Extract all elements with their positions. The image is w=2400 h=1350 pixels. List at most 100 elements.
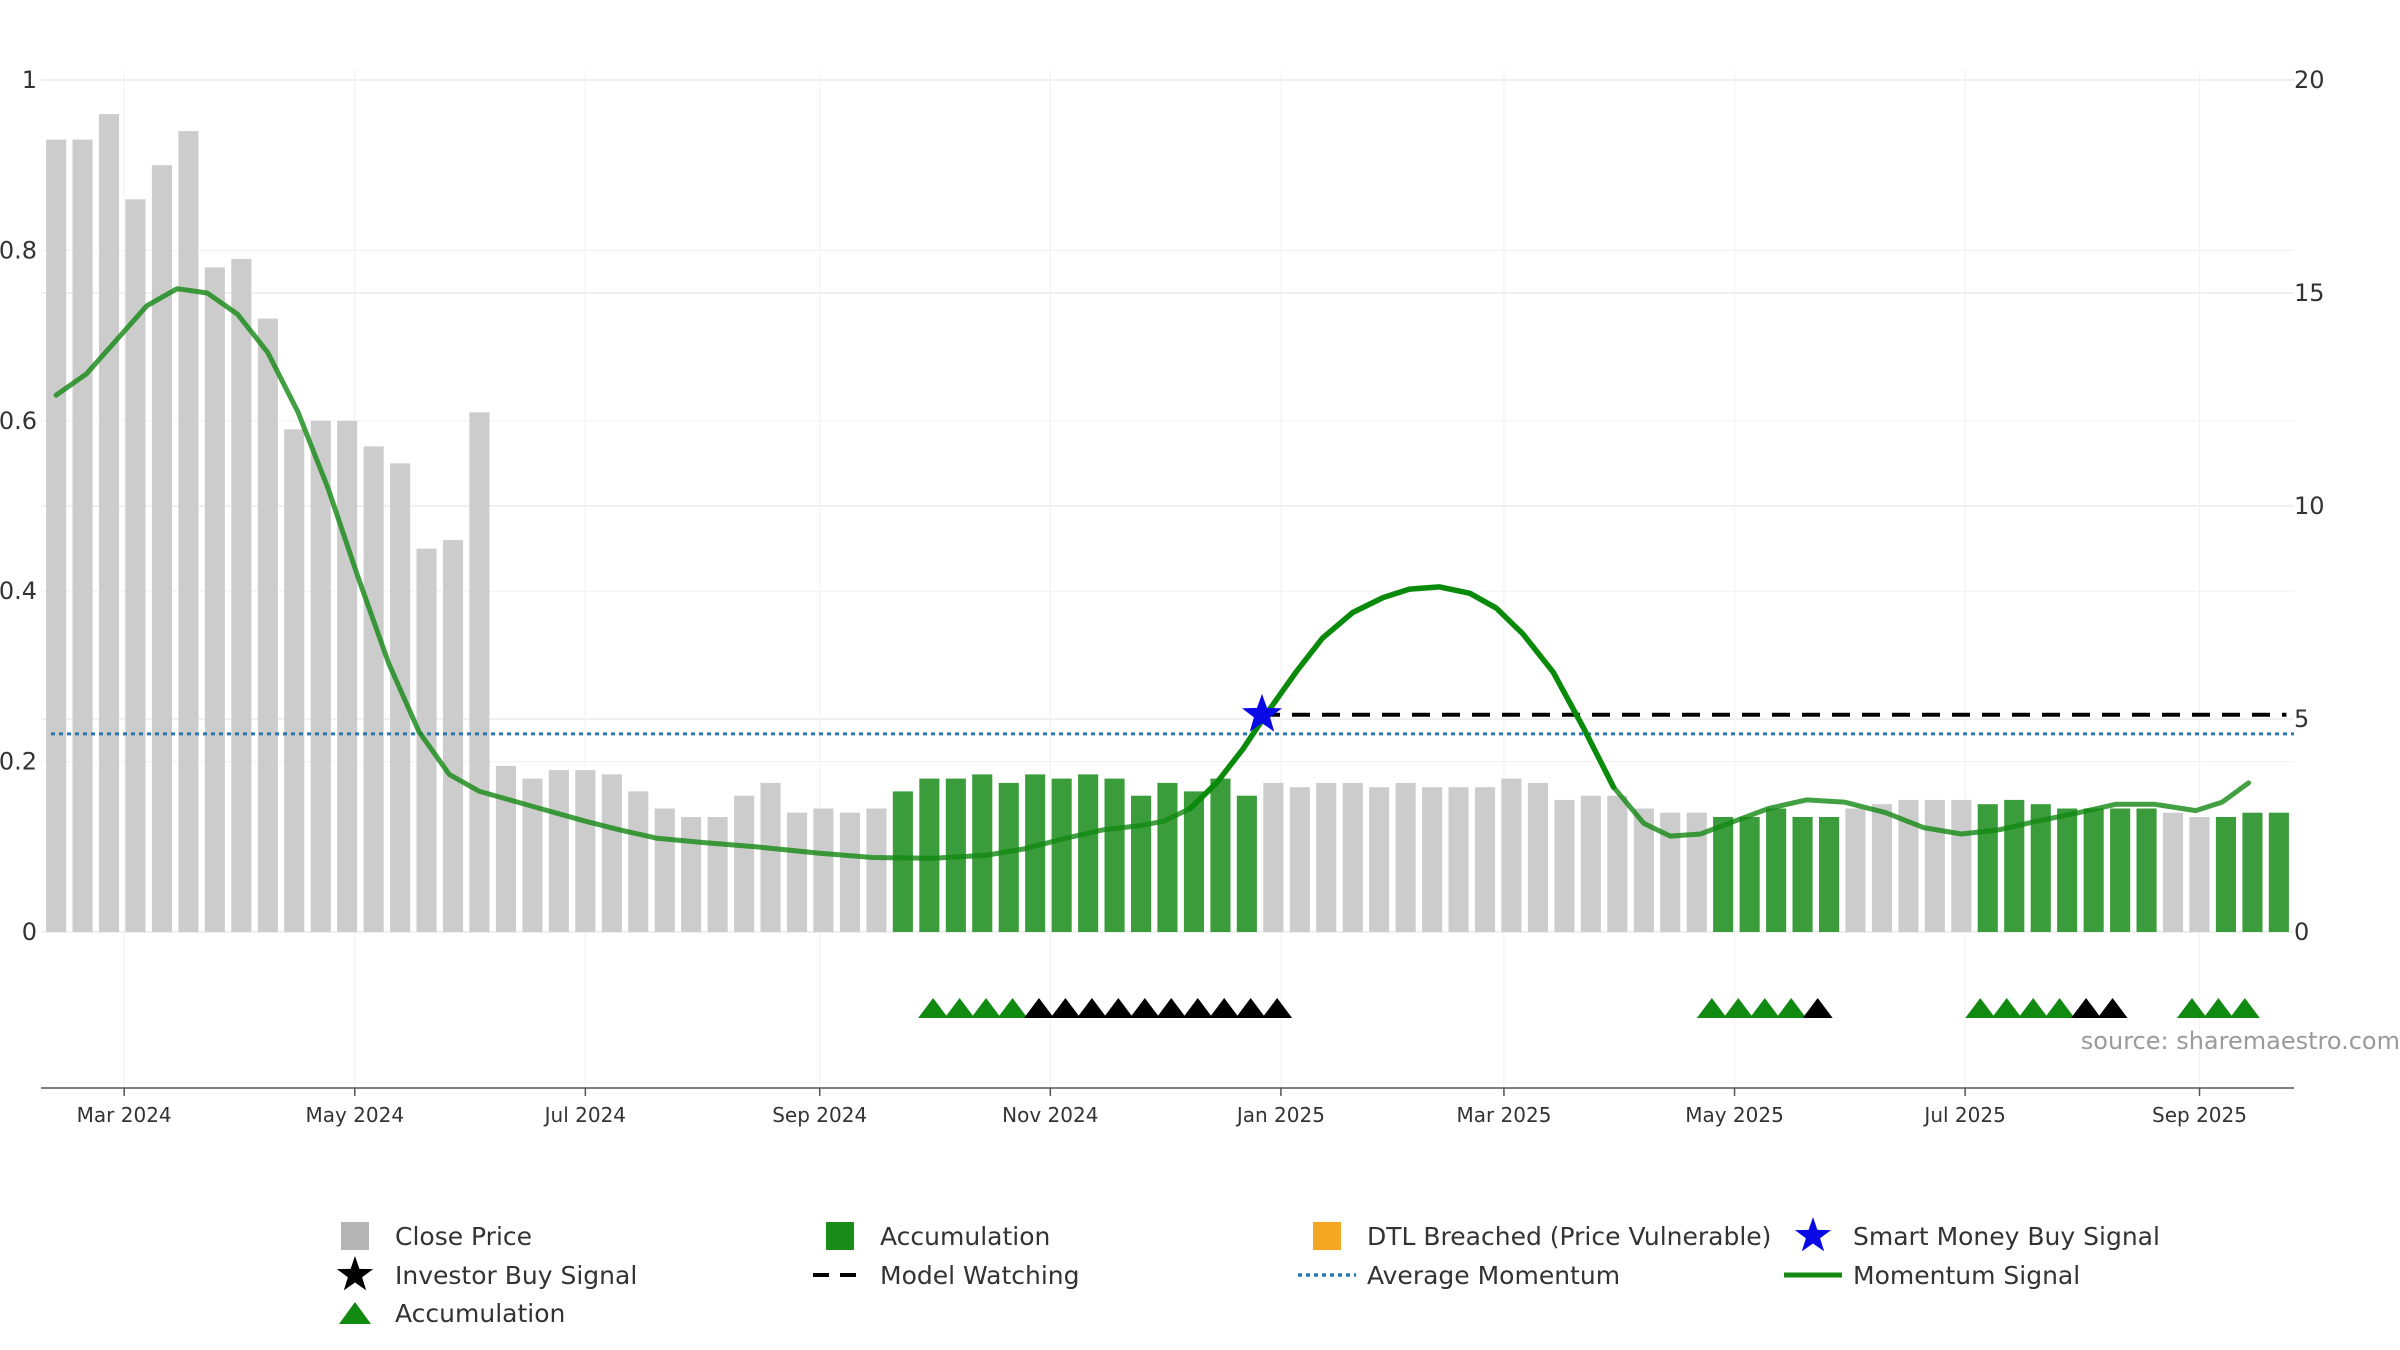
accumulation-marker <box>1696 998 1727 1018</box>
left-y-tick-label: 0 <box>22 918 37 946</box>
close-price-bar <box>1527 782 1548 932</box>
close-price-bar <box>681 817 702 932</box>
signal-markers <box>918 998 2260 1018</box>
close-price-bar <box>1422 787 1443 932</box>
legend-label: Momentum Signal <box>1853 1261 2080 1290</box>
legend-item: Accumulation <box>339 1299 565 1328</box>
close-price-bar <box>125 199 146 933</box>
accumulation-marker <box>1723 998 1754 1018</box>
accumulation-bar <box>2136 808 2157 932</box>
legend-item: Smart Money Buy Signal <box>1794 1217 2160 1252</box>
legend-label: Investor Buy Signal <box>395 1261 637 1290</box>
close-price-bar <box>734 795 755 932</box>
axes: Mar 2024 May 2024 Jul 2024 Sep 2024 Nov 2024… <box>0 66 2325 1127</box>
investor-buy-marker <box>1103 998 1134 1018</box>
close-price-bar <box>469 412 490 932</box>
x-tick-label: May 2024 <box>305 1103 404 1127</box>
investor-buy-marker <box>2097 998 2128 1018</box>
close-price-bar <box>1580 795 1601 932</box>
legend-star-swatch <box>336 1256 374 1291</box>
accumulation-marker <box>918 998 949 1018</box>
accumulation-marker <box>1991 998 2022 1018</box>
close-price-bar <box>1501 778 1522 932</box>
right-y-tick-label: 5 <box>2294 705 2309 733</box>
close-price-bar <box>284 429 305 932</box>
accumulation-bar <box>1977 804 1998 932</box>
close-price-bar <box>813 808 834 932</box>
close-price-bar <box>760 782 781 932</box>
x-tick-label: Sep 2025 <box>2152 1103 2247 1127</box>
close-price-bar <box>628 791 649 932</box>
close-price-bar <box>1369 787 1390 932</box>
legend-square-swatch <box>1313 1222 1341 1250</box>
investor-buy-marker <box>1262 998 1293 1018</box>
left-y-tick-label: 0.2 <box>0 748 37 776</box>
x-tick-label: Jul 2024 <box>543 1103 626 1127</box>
close-price-bar <box>1898 799 1919 932</box>
close-price-bar <box>601 774 622 932</box>
smart-money-buy-signal-star <box>1242 693 1282 732</box>
close-price-bar <box>2189 817 2210 932</box>
right-y-tick-label: 10 <box>2294 492 2325 520</box>
left-y-tick-label: 0.6 <box>0 407 37 435</box>
close-price-bar <box>363 446 384 932</box>
close-price-bar <box>204 267 225 932</box>
accumulation-bar <box>892 791 913 932</box>
close-price-bar <box>575 770 596 932</box>
close-price-bar <box>1951 799 1972 932</box>
accumulation-bar <box>1157 782 1178 932</box>
close-price-bar <box>337 420 358 932</box>
close-price-bar <box>1660 812 1681 932</box>
left-y-tick-label: 1 <box>22 66 37 94</box>
close-price-bar <box>46 139 67 933</box>
accumulation-marker <box>997 998 1028 1018</box>
legend-label: Average Momentum <box>1367 1261 1620 1290</box>
investor-buy-marker <box>1802 998 1833 1018</box>
x-tick-label: Jul 2025 <box>1922 1103 2005 1127</box>
x-tick-label: Sep 2024 <box>772 1103 867 1127</box>
close-price-bar <box>1342 782 1363 932</box>
right-y-tick-label: 0 <box>2294 918 2309 946</box>
accumulation-marker <box>944 998 975 1018</box>
price-bars <box>46 114 2289 933</box>
close-price-bar <box>2163 812 2184 932</box>
close-price-bar <box>1395 782 1416 932</box>
legend-item: Close Price <box>341 1222 532 1251</box>
legend-square-swatch <box>341 1222 369 1250</box>
close-price-bar <box>1289 787 1310 932</box>
close-price-bar <box>839 812 860 932</box>
accumulation-bar <box>1210 778 1231 932</box>
accumulation-bar <box>1236 795 1257 932</box>
investor-buy-marker <box>1235 998 1266 1018</box>
close-price-bar <box>1845 808 1866 932</box>
accumulation-marker <box>1749 998 1780 1018</box>
close-price-bar <box>1448 787 1469 932</box>
left-y-tick-label: 0.8 <box>0 236 37 264</box>
x-tick-label: May 2025 <box>1685 1103 1784 1127</box>
close-price-bar <box>1263 782 1284 932</box>
accumulation-marker <box>1965 998 1996 1018</box>
accumulation-bar <box>1713 817 1734 932</box>
close-price-bar <box>231 258 252 932</box>
legend-label: DTL Breached (Price Vulnerable) <box>1367 1222 1771 1251</box>
legend-item: Investor Buy Signal <box>336 1256 637 1291</box>
close-price-bar <box>787 812 808 932</box>
investor-buy-marker <box>1209 998 1240 1018</box>
accumulation-bar <box>2110 808 2131 932</box>
accumulation-bar <box>1792 817 1813 932</box>
accumulation-bar <box>1819 817 1840 932</box>
accumulation-bar <box>919 778 940 932</box>
close-price-bar <box>1871 804 1892 932</box>
momentum-line <box>53 286 2252 861</box>
accumulation-bar <box>2242 812 2263 932</box>
accumulation-bar <box>2268 812 2289 932</box>
right-y-tick-label: 20 <box>2294 66 2325 94</box>
close-price-bar <box>1607 795 1628 932</box>
accumulation-marker <box>971 998 1002 1018</box>
x-tick-label: Jan 2025 <box>1235 1103 1325 1127</box>
legend-item: Model Watching <box>813 1261 1080 1290</box>
close-price-bar <box>1475 787 1496 932</box>
investor-buy-marker <box>1076 998 1107 1018</box>
close-price-bar <box>310 420 331 932</box>
